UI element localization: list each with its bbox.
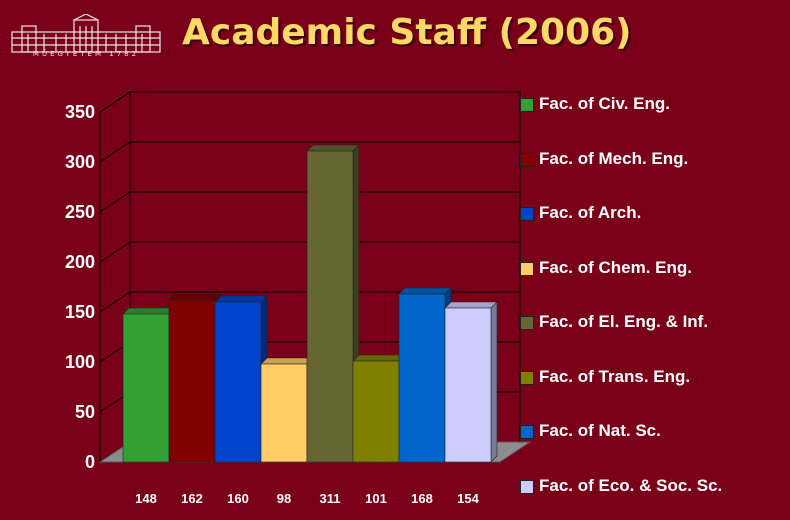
bar-value-label: 148 [135,491,157,506]
legend-label: Fac. of Chem. Eng. [539,257,693,277]
bar-top [214,295,268,303]
bar-front [398,293,446,463]
bar-top [122,307,176,315]
bar-top [168,293,222,301]
gridline [99,291,520,313]
legend-label: Fac. of El. Eng. & Inf. [539,312,709,331]
bar [168,293,222,463]
university-logo [8,13,164,64]
bar-side [490,301,498,463]
logo-caption: MŰEGYETEM 1782 [32,50,140,58]
legend-label: Fac. of Nat. Sc. [539,421,661,440]
legend-swatch [520,152,534,167]
page-title: Academic Staff (2006) [182,12,632,53]
bar-value-label: 98 [277,491,291,506]
y-tick-label: 200 [65,252,95,272]
bar-front [444,307,492,463]
legend-swatch [520,316,534,330]
y-tick-label: 50 [75,402,95,422]
legend-swatch [520,425,534,439]
bar-top [444,301,498,309]
gridline [99,91,520,113]
bar-front [214,301,262,463]
bar-front [122,313,170,463]
legend-label: Fac. of Civ. Eng. [539,94,670,113]
y-tick-label: 100 [65,352,95,372]
legend-label: Fac. of Arch. [539,203,642,222]
bar-top [306,144,360,152]
bar-top [398,287,452,295]
legend-label: Fac. of Trans. Eng. [539,366,691,386]
y-tick-label: 250 [65,202,95,222]
legend-swatch [520,98,534,112]
gridline [99,241,520,263]
bar [306,144,360,463]
bar-top [352,354,406,362]
bar-value-label: 160 [227,491,249,506]
gridline [99,191,520,213]
legend-swatch [520,370,534,385]
bar [352,354,406,463]
bar-front [168,299,216,463]
bar-top [260,357,314,365]
legend-swatch [520,261,534,276]
bar-front [352,360,400,463]
legend-swatch [520,479,534,494]
y-tick-label: 0 [85,452,95,472]
y-tick-label: 300 [65,152,95,172]
bar-front [260,363,308,463]
bar-value-label: 311 [320,491,341,506]
bar-value-label: 162 [181,491,203,506]
legend-label: Fac. of Mech. Eng. [539,148,689,168]
bar-value-label: 168 [411,491,433,506]
gridline [99,141,520,163]
legend-label: Fac. of Eco. & Soc. Sc. [539,475,723,495]
y-tick-label: 150 [65,302,95,322]
bar-front [306,150,354,463]
bar-value-label: 154 [457,491,479,506]
bar [444,301,498,463]
y-tick-label: 350 [65,102,95,122]
legend-swatch [520,207,534,221]
bar [122,307,176,463]
bar [214,295,268,463]
bar-value-label: 101 [365,491,387,506]
bar [398,287,452,463]
bar [260,357,314,463]
